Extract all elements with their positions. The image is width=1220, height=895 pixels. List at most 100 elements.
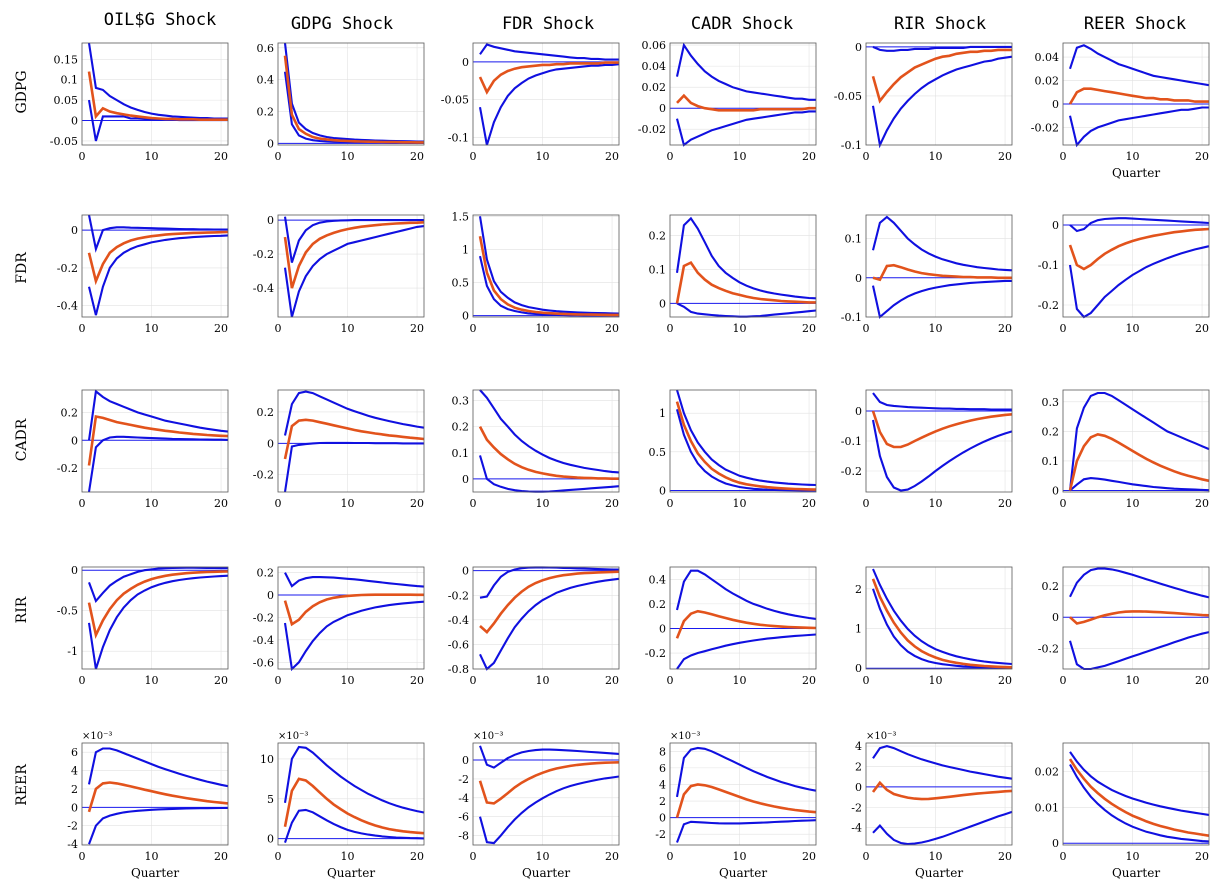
panel-r4-c0-xtick-0: 0 xyxy=(79,850,86,863)
panel-r3-c2-ytick-0: -0.8 xyxy=(448,663,469,676)
panel-r4-c2-ytick-3: -2 xyxy=(458,773,469,786)
panel-r4-c5-xtick-1: 10 xyxy=(1126,850,1140,863)
panel-r4-c3-upper-band xyxy=(675,746,817,798)
panel-r3-c1: 0 10 20 -0.6 -0.4 -0.2 0 0.2 xyxy=(253,566,425,687)
panel-r3-c2-median-line xyxy=(479,570,620,634)
panel-r3-c0: 0 10 20 -1 -0.5 0 xyxy=(57,564,229,687)
panel-r4-c1-median-line xyxy=(283,777,425,835)
panel-r4-c3-ytick-1: 0 xyxy=(659,812,666,825)
panel-r2-c5-xtick-0: 0 xyxy=(1060,497,1067,510)
panel-r4-c4-frame xyxy=(865,742,1013,846)
panel-r0-c1-upper-band xyxy=(283,42,424,143)
panel-r3-c5: 0 10 20 -0.2 0 0.2 xyxy=(1038,566,1210,687)
panel-r1-c5: 0 10 20 -0.2 -0.1 0 xyxy=(1038,214,1210,335)
panel-r4-c2-xtick-1: 10 xyxy=(536,850,550,863)
panel-r2-c1-ytick-1: 0 xyxy=(267,437,274,450)
panel-r2-c4-xtick-0: 0 xyxy=(863,497,870,510)
panel-r4-c0-median-line xyxy=(87,781,229,813)
panel-r0-c3-frame xyxy=(669,42,817,146)
panel-r3-c3-median-line xyxy=(675,609,817,639)
panel-r4-c1: 0 10 20 0 5 10 Quarter ×10⁻³ xyxy=(260,731,425,880)
col-title-4: RIR Shock xyxy=(894,14,986,34)
panel-r2-c2-ytick-2: 0.2 xyxy=(452,421,470,434)
panel-r1-c2-xtick-1: 10 xyxy=(536,322,550,335)
panel-r4-c5-ytick-1: 0.01 xyxy=(1035,801,1060,814)
panel-r2-c3-xtick-0: 0 xyxy=(667,497,674,510)
panel-r4-c4-ytick-1: -2 xyxy=(851,801,862,814)
panel-r4-c2-frame xyxy=(472,742,620,846)
panel-r4-c0-ytick-5: 6 xyxy=(71,746,78,759)
row-label-2: CADR xyxy=(14,418,30,461)
panel-r3-c0-xtick-1: 10 xyxy=(145,674,159,687)
panel-r1-c0-xtick-1: 10 xyxy=(145,322,159,335)
panel-r4-c0: 0 10 20 -4 -2 0 2 4 6 Quarter ×10⁻³ xyxy=(67,731,229,880)
panel-r3-c1-ytick-2: -0.2 xyxy=(253,611,274,624)
panel-r0-c0-ytick-4: 0.15 xyxy=(54,53,79,66)
panel-r4-c5-xtick-0: 0 xyxy=(1060,850,1067,863)
panel-r3-c4: 0 10 20 0 1 2 xyxy=(855,566,1013,687)
panel-r1-c0-upper-band xyxy=(87,214,228,253)
panel-r1-c3-xtick-1: 10 xyxy=(733,322,747,335)
panel-r3-c5-xtick-0: 0 xyxy=(1060,674,1067,687)
panel-r1-c5-frame xyxy=(1062,214,1210,318)
panel-r0-c1-lower-band xyxy=(283,71,424,144)
panel-r0-c3-xtick-0: 0 xyxy=(667,150,674,163)
panel-r2-c1: 0 10 20 -0.2 0 0.2 xyxy=(253,389,425,510)
panel-r4-c3-ytick-5: 8 xyxy=(659,745,666,758)
panel-r2-c0-frame xyxy=(81,389,229,493)
panel-r4-c1-frame xyxy=(277,742,425,846)
row-label-3: RIR xyxy=(14,596,30,623)
panel-r3-c0-xtick-0: 0 xyxy=(79,674,86,687)
panel-r4-c5-frame xyxy=(1062,742,1210,846)
panel-r1-c2-ytick-1: 0.5 xyxy=(452,277,470,290)
panel-r3-c5-ytick-0: -0.2 xyxy=(1038,643,1059,656)
panel-r4-c3-frame xyxy=(669,742,817,846)
panel-r1-c4-lower-band xyxy=(871,279,1012,319)
panel-r4-c4-ytick-2: 0 xyxy=(855,781,862,794)
panel-r2-c3-ytick-0: 0 xyxy=(659,484,666,497)
panel-r2-c0: 0 10 20 -0.2 0 0.2 xyxy=(57,389,229,510)
panel-r4-c4-median-line xyxy=(871,780,1013,801)
row-label-1: FDR xyxy=(14,252,30,284)
panel-r3-c3-xtick-2: 20 xyxy=(802,674,816,687)
panel-r3-c3-frame xyxy=(669,566,817,670)
panel-r4-c3-ytick-3: 4 xyxy=(659,778,666,791)
panel-r1-c1-ytick-2: 0 xyxy=(267,214,274,227)
panel-r2-c2-ytick-3: 0.3 xyxy=(452,394,470,407)
panel-r0-c3-ytick-4: 0.06 xyxy=(642,39,667,52)
panel-r1-c1-median-line xyxy=(283,221,425,289)
panel-r3-c2-xtick-1: 10 xyxy=(536,674,550,687)
panel-r0-c0-median-line xyxy=(87,71,228,121)
panel-r2-c2-frame xyxy=(472,389,620,493)
panel-r4-c2-ytick-1: -6 xyxy=(458,811,469,824)
panel-r3-c2-frame xyxy=(472,566,620,670)
panel-r1-c4-xtick-1: 10 xyxy=(929,322,943,335)
panel-r4-c3-exponent: ×10⁻³ xyxy=(670,731,700,742)
panel-r2-c5-lower-band xyxy=(1069,477,1210,492)
panel-r0-c3-median-line xyxy=(676,93,816,112)
panel-r3-c1-frame xyxy=(277,566,425,670)
panel-r3-c5-upper-band xyxy=(1069,567,1210,599)
panel-r3-c5-ytick-1: 0 xyxy=(1052,611,1059,624)
panel-r4-c1-ytick-1: 5 xyxy=(267,793,274,806)
panel-r3-c0-lower-band xyxy=(87,574,229,670)
panel-r0-c3-ytick-2: 0.02 xyxy=(642,81,667,94)
row-label-4: REER xyxy=(14,764,30,806)
panel-r1-c4-upper-band xyxy=(871,215,1013,272)
panel-r0-c2-xtick-2: 20 xyxy=(605,150,619,163)
panel-r1-c1-lower-band xyxy=(283,225,425,318)
panel-r3-c2-lower-band xyxy=(479,577,620,671)
panel-r4-c5-xlabel: Quarter xyxy=(1112,866,1160,880)
panel-r2-c4-frame xyxy=(865,389,1013,493)
panel-r2-c1-xtick-1: 10 xyxy=(341,497,355,510)
panel-r0-c2-lower-band xyxy=(478,63,620,146)
panel-r1-c0: 0 10 20 -0.4 -0.2 0 xyxy=(57,214,229,335)
panel-r1-c3-upper-band xyxy=(675,216,817,300)
panel-r0-c2-median-line xyxy=(478,61,619,95)
panel-r0-c0-xtick-2: 20 xyxy=(214,150,228,163)
panel-r4-c1-lower-band xyxy=(284,808,425,843)
panel-r3-c4-ytick-1: 1 xyxy=(855,623,862,636)
panel-r3-c4-xtick-0: 0 xyxy=(863,674,870,687)
panel-r0-c4-median-line xyxy=(871,48,1012,104)
